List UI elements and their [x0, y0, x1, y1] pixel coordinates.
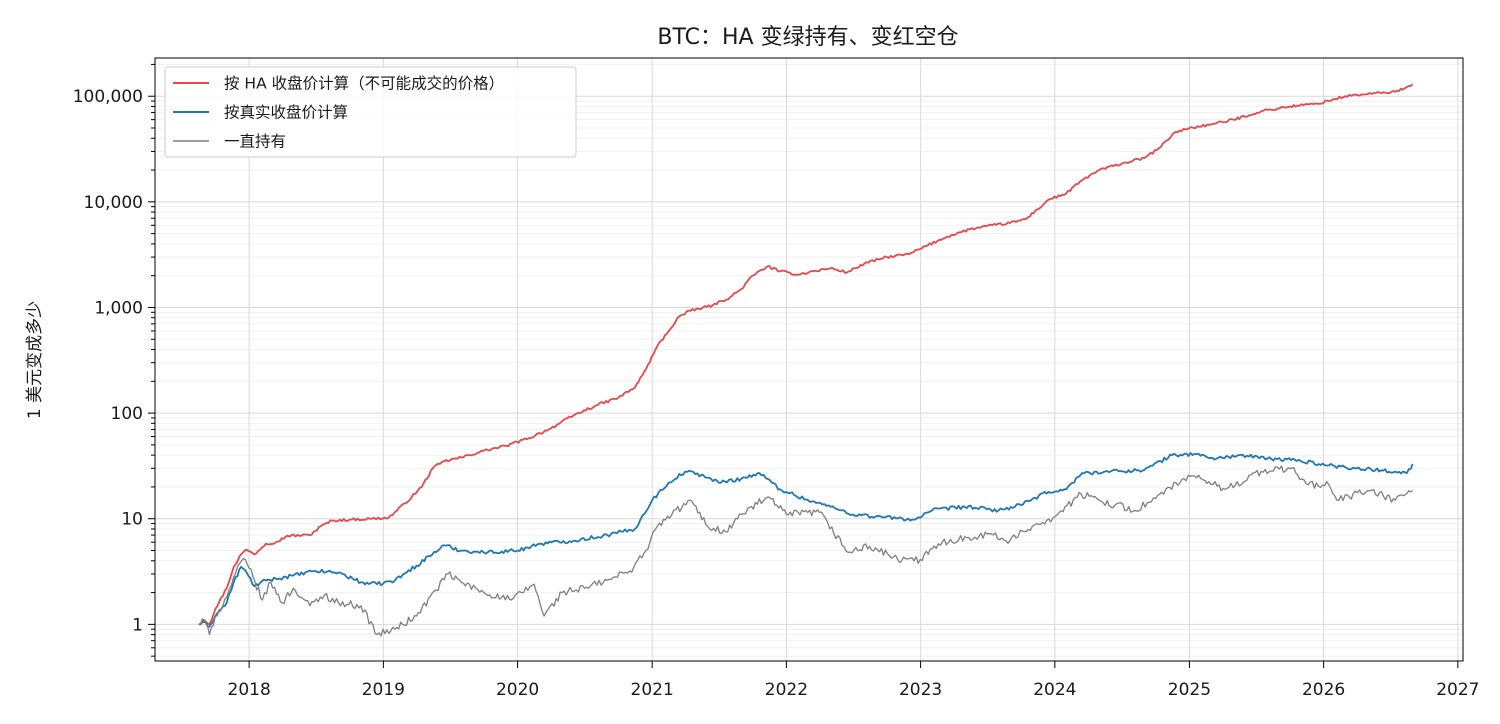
series-line — [198, 452, 1414, 628]
x-tick-label: 2025 — [1168, 680, 1211, 700]
y-tick-label: 1 — [132, 615, 143, 635]
series-line — [198, 465, 1413, 637]
plot-frame — [154, 57, 1464, 662]
y-tick-label: 10,000 — [84, 193, 143, 213]
x-tick-label: 2018 — [228, 680, 271, 700]
y-axis-label: 1 美元变成多少 — [25, 301, 45, 419]
x-tick-label: 2024 — [1033, 680, 1076, 700]
legend-label: 一直持有 — [224, 133, 286, 151]
tick-layer: 1 10 100 1,000 10,000 100,000 2018 2019 2020 2021… — [73, 63, 1479, 700]
legend-label: 按 HA 收盘价计算（不可能成交的价格） — [224, 74, 504, 93]
y-tick-label: 100 — [111, 404, 143, 424]
legend-label: 按真实收盘价计算 — [224, 103, 348, 122]
x-tick-label: 2019 — [362, 680, 405, 700]
series-line — [198, 83, 1414, 626]
x-tick-label: 2021 — [631, 680, 674, 700]
legend-box — [164, 66, 577, 158]
y-tick-label: 100,000 — [73, 87, 143, 107]
x-tick-label: 2023 — [899, 680, 942, 700]
x-tick-label: 2020 — [496, 680, 539, 700]
x-tick-label: 2027 — [1436, 680, 1479, 700]
chart-title: BTC：HA 变绿持有、变红空仓 — [657, 25, 958, 50]
grid-layer — [155, 58, 1463, 661]
series-layer — [198, 83, 1414, 637]
x-tick-label: 2026 — [1302, 680, 1345, 700]
x-tick-label: 2022 — [765, 680, 808, 700]
y-tick-label: 1,000 — [94, 298, 143, 318]
y-tick-label: 10 — [121, 510, 143, 530]
